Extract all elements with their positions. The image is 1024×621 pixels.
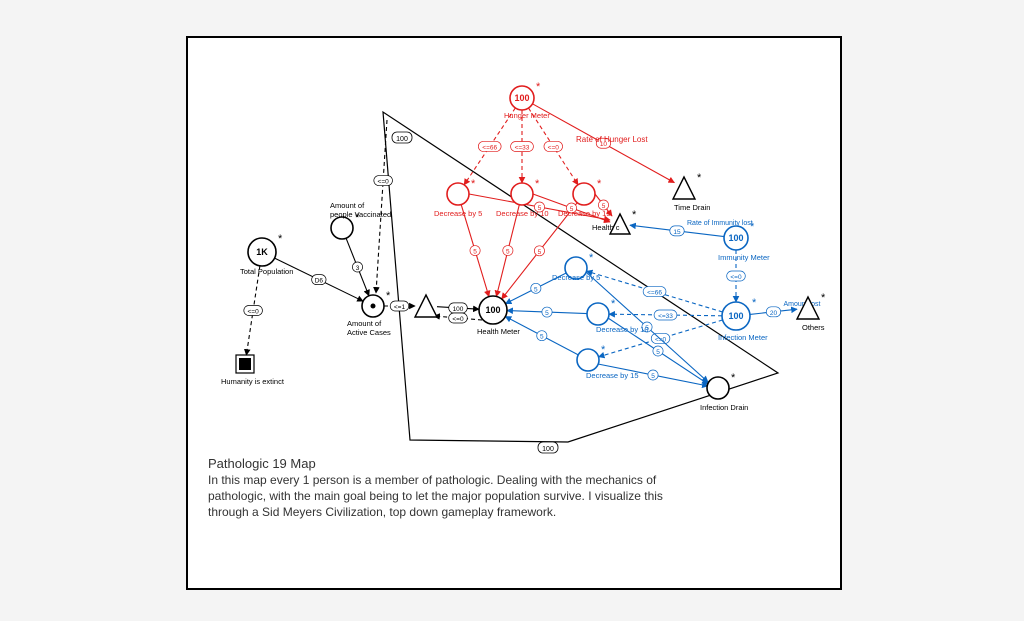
svg-text:<=66: <=66	[482, 144, 497, 151]
svg-text:3: 3	[356, 265, 360, 272]
node-value: 100	[728, 311, 743, 321]
svg-text:<=33: <=33	[515, 145, 530, 152]
svg-text:<=1: <=1	[394, 304, 406, 311]
svg-text:*: *	[471, 178, 476, 190]
node-n_r_d10	[511, 183, 533, 205]
svg-text:20: 20	[770, 310, 778, 317]
node-n_b_d10	[587, 303, 609, 325]
node-label: Immunity Meter	[718, 253, 770, 262]
svg-text:*: *	[611, 298, 616, 310]
node-n_infDrain	[707, 377, 729, 399]
node-label: Total Population	[240, 267, 293, 276]
node-label: Time Drain	[674, 203, 710, 212]
node-label: Humanity is extinct	[221, 377, 285, 386]
svg-text:*: *	[589, 252, 594, 264]
svg-text:5: 5	[656, 349, 660, 356]
node-value: 100	[514, 93, 529, 103]
node-n_triangle_a	[415, 295, 437, 317]
svg-text:100: 100	[542, 446, 554, 453]
node-label: Decrease by 5	[552, 273, 600, 282]
svg-text:5: 5	[545, 310, 549, 317]
svg-text:*: *	[278, 233, 283, 245]
node-label: Health Meter	[477, 327, 520, 336]
svg-text:D6: D6	[315, 278, 324, 285]
svg-text:100: 100	[396, 136, 408, 143]
node-label: Infection Drain	[700, 403, 748, 412]
node-n_r_d5	[447, 183, 469, 205]
svg-text:*: *	[597, 178, 602, 190]
svg-text:*: *	[731, 372, 736, 384]
svg-text:<=66: <=66	[647, 290, 662, 297]
diagram-svg: 100100<=0D63<=1<=0100<=66<=33<=010555555…	[188, 38, 840, 588]
node-n_b_d15	[577, 349, 599, 371]
node-value: 100	[485, 305, 500, 315]
diagram-frame: 100100<=0D63<=1<=0100<=66<=33<=010555555…	[186, 36, 842, 590]
svg-text:5: 5	[534, 286, 538, 293]
svg-text:*: *	[752, 297, 757, 309]
page-canvas: 100100<=0D63<=1<=0100<=66<=33<=010555555…	[0, 0, 1024, 621]
node-label: Decrease by 10	[596, 325, 649, 334]
node-n_r_d15	[573, 183, 595, 205]
caption-title: Pathologic 19 Map	[208, 456, 316, 471]
annotation-text: Rate of Hunger Lost	[576, 135, 648, 144]
node-label: Amount of	[330, 201, 365, 210]
node-value: 100	[728, 233, 743, 243]
svg-text:5: 5	[651, 373, 655, 380]
node-label: Decrease by 5	[434, 209, 482, 218]
svg-text:15: 15	[673, 229, 681, 236]
svg-text:*: *	[535, 178, 540, 190]
node-label: Decrease by 15	[586, 371, 639, 380]
svg-text:<=0: <=0	[248, 308, 260, 315]
svg-text:*: *	[697, 172, 702, 184]
svg-text:people Vaccinated: people Vaccinated	[330, 210, 391, 219]
svg-text:Amount lost: Amount lost	[783, 301, 820, 308]
node-label: Infection Meter	[718, 333, 768, 342]
svg-text:<=0: <=0	[452, 316, 464, 323]
node-n_vacc	[331, 217, 353, 239]
caption-body: In this map every 1 person is a member o…	[208, 472, 678, 542]
node-label: Amount of	[347, 319, 382, 328]
svg-text:100: 100	[453, 306, 464, 313]
node-value: 1K	[256, 247, 268, 257]
svg-text:5: 5	[506, 249, 510, 256]
svg-text:*: *	[601, 344, 606, 356]
node-label: Decrease by 15	[558, 209, 611, 218]
svg-text:<=33: <=33	[658, 313, 673, 320]
svg-text:5: 5	[540, 334, 544, 341]
svg-text:Rate of Immunity lost: Rate of Immunity lost	[687, 220, 753, 227]
svg-text:*: *	[632, 209, 637, 221]
svg-text:5: 5	[538, 249, 542, 256]
node-n_time	[673, 177, 695, 199]
svg-text:*: *	[386, 290, 391, 302]
node-label: Hunger Meter	[504, 111, 550, 120]
svg-text:<=0: <=0	[548, 144, 560, 151]
svg-text:*: *	[821, 292, 826, 304]
svg-text:*: *	[750, 221, 755, 233]
svg-text:Active Cases: Active Cases	[347, 328, 391, 337]
node-label: Decrease by 10	[496, 209, 549, 218]
node-label: Others	[802, 323, 825, 332]
svg-text:*: *	[536, 81, 541, 93]
svg-text:5: 5	[473, 249, 477, 256]
svg-text:<=0: <=0	[378, 179, 390, 186]
svg-text:<=0: <=0	[730, 274, 742, 281]
node-label: Health c	[592, 223, 620, 232]
